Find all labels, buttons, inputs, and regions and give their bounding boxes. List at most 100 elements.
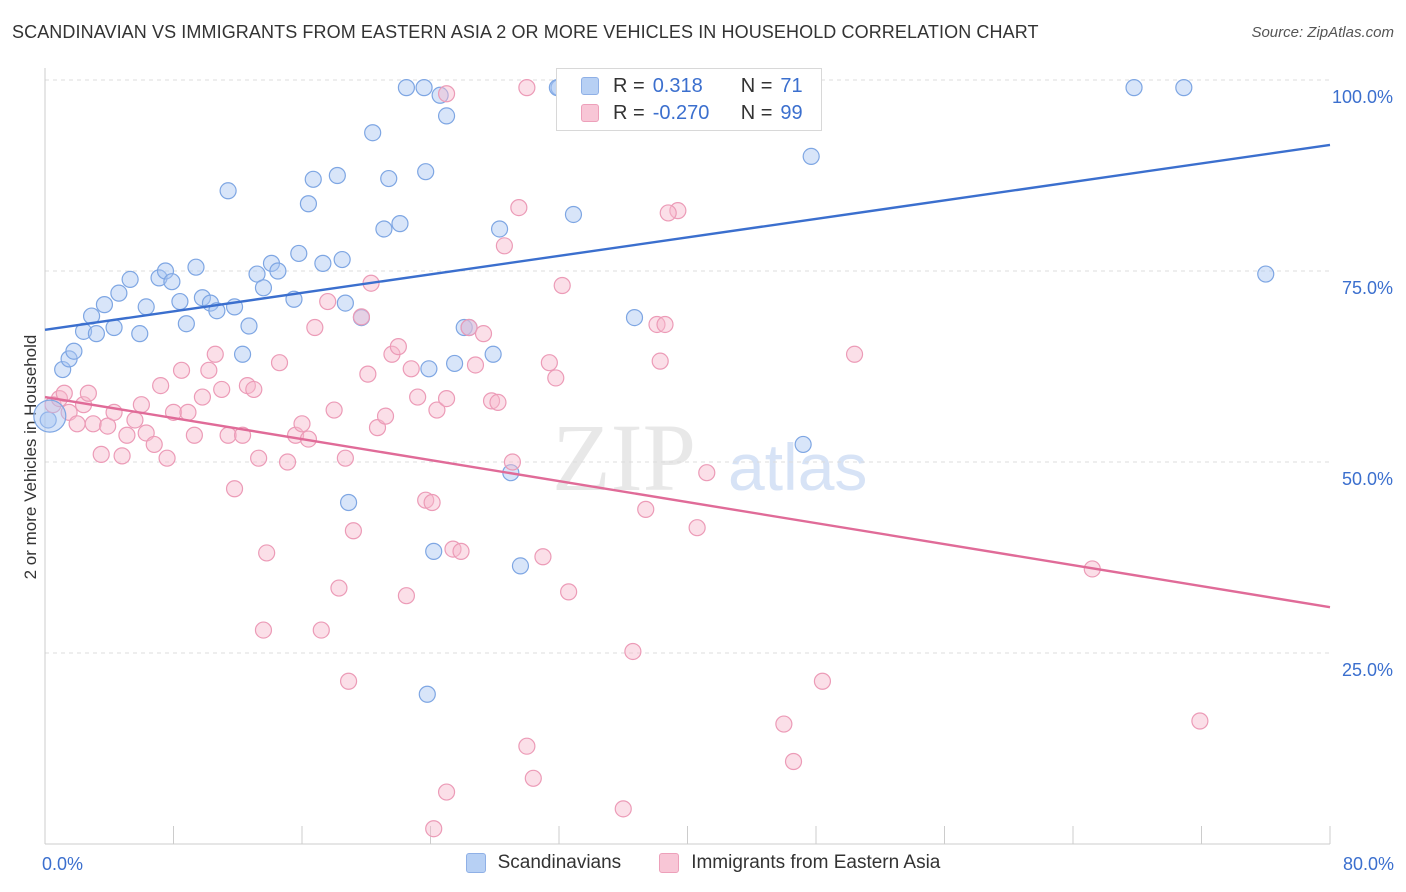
scandinavian-point <box>415 79 433 97</box>
eastern-asia-point <box>624 642 642 661</box>
eastern-asia-point <box>614 800 632 818</box>
scandinavian-point <box>269 262 287 280</box>
eastern-asia-point <box>325 401 343 419</box>
eastern-asia-point <box>145 435 163 454</box>
scandinavian-point <box>339 493 358 512</box>
r-label: R = <box>613 101 645 124</box>
eastern-asia-point <box>540 354 558 372</box>
scandinavian-point <box>219 182 237 200</box>
eastern-asia-point <box>336 449 354 467</box>
scandinavian-point <box>248 265 266 283</box>
pink-swatch <box>581 104 599 122</box>
legend-item-scandinavians[interactable]: Scandinavians <box>465 852 622 874</box>
scandinavian-point <box>171 292 189 311</box>
n-label: N = <box>740 101 773 124</box>
scandinavian-point <box>333 250 351 269</box>
eastern-asia-point <box>775 715 793 733</box>
eastern-asia-point <box>84 415 102 433</box>
legend-label: Scandinavians <box>497 852 622 873</box>
eastern-asia-point <box>656 315 674 334</box>
scandinavian-point <box>254 279 273 297</box>
scandinavian-point <box>445 354 464 373</box>
scandinavian-point <box>417 163 435 181</box>
eastern-asia-point <box>319 292 337 311</box>
eastern-asia-point <box>132 396 150 414</box>
eastern-asia-point <box>225 480 244 498</box>
scandinavian-point <box>299 195 318 213</box>
scandinavian-point <box>1257 265 1275 283</box>
watermark-atlas: atlas <box>728 430 867 504</box>
trend-lines <box>44 143 1331 609</box>
axes <box>44 68 1331 845</box>
scandinavian-point <box>233 345 252 363</box>
eastern-asia-trend-line <box>44 395 1331 609</box>
scandinavian-point <box>794 435 812 454</box>
scandinavian-point <box>39 411 57 429</box>
eastern-asia-point <box>389 338 407 356</box>
scandinavian-point <box>375 220 393 238</box>
chart-title: SCANDINAVIAN VS IMMIGRANTS FROM EASTERN … <box>12 22 1039 42</box>
eastern-asia-point <box>659 204 677 222</box>
eastern-asia-point <box>402 360 420 378</box>
n-label: N = <box>740 74 773 97</box>
eastern-asia-point <box>113 447 131 465</box>
scandinavian-point <box>328 166 346 185</box>
scandinavian-point <box>1125 79 1143 97</box>
r-value: -0.270 <box>652 101 710 124</box>
eastern-asia-point <box>466 356 485 374</box>
eastern-asia-point <box>518 79 536 97</box>
scandinavian-point <box>163 273 181 291</box>
eastern-asia-point <box>206 345 224 363</box>
scandinavian-point <box>54 360 72 379</box>
eastern-asia-point <box>452 542 470 560</box>
eastern-asia-point <box>79 384 97 402</box>
eastern-asia-point <box>409 388 427 406</box>
watermark-zip: ZIP <box>552 404 696 511</box>
scandinavian-point <box>304 170 322 188</box>
eastern-asia-point <box>688 519 706 537</box>
legend-label: Immigrants from Eastern Asia <box>691 852 941 873</box>
eastern-asia-point <box>172 361 191 379</box>
eastern-asia-point <box>200 361 218 379</box>
eastern-asia-point <box>518 737 536 755</box>
eastern-asia-point <box>376 407 395 425</box>
eastern-asia-point <box>524 769 542 787</box>
eastern-asia-point <box>250 449 268 467</box>
scandinavian-point <box>336 294 354 312</box>
scandinavian-point <box>455 318 473 337</box>
scandinavian-point <box>490 220 509 238</box>
scandinavian-cluster-point <box>33 399 67 433</box>
eastern-asia-point <box>330 579 348 597</box>
y-tick-label: 75.0% <box>1342 278 1393 298</box>
scandinavian-point <box>484 345 502 363</box>
legend-item-immigrants-eastern-asia[interactable]: Immigrants from Eastern Asia <box>659 852 940 874</box>
eastern-asia-point <box>359 365 377 383</box>
data-points <box>33 79 1275 838</box>
eastern-asia-point <box>397 587 416 605</box>
scandinavian-point <box>105 318 123 337</box>
eastern-asia-point <box>482 392 501 410</box>
scandinavian-point <box>177 315 195 333</box>
eastern-asia-point <box>344 522 362 540</box>
scandinavian-point <box>121 270 139 289</box>
scandinavian-point <box>65 342 83 360</box>
eastern-asia-point <box>637 500 655 518</box>
eastern-asia-point <box>179 403 197 421</box>
scandinavian-point <box>364 124 382 142</box>
scandinavian-point <box>802 147 820 165</box>
scandinavian-point <box>137 298 155 316</box>
n-value: 99 <box>780 101 803 124</box>
scandinavian-point <box>240 317 258 335</box>
eastern-asia-point <box>233 426 252 444</box>
scandinavian-point <box>391 215 409 233</box>
scandinavian-point <box>425 542 443 560</box>
eastern-asia-point <box>495 237 513 255</box>
r-label: R = <box>613 74 645 97</box>
scandinavian-point <box>187 258 205 276</box>
eastern-asia-point <box>553 276 571 295</box>
scandinavian-point <box>156 262 175 280</box>
eastern-asia-point <box>437 85 456 103</box>
eastern-asia-point <box>339 672 358 690</box>
eastern-asia-point <box>423 493 441 512</box>
eastern-asia-point <box>698 464 716 482</box>
